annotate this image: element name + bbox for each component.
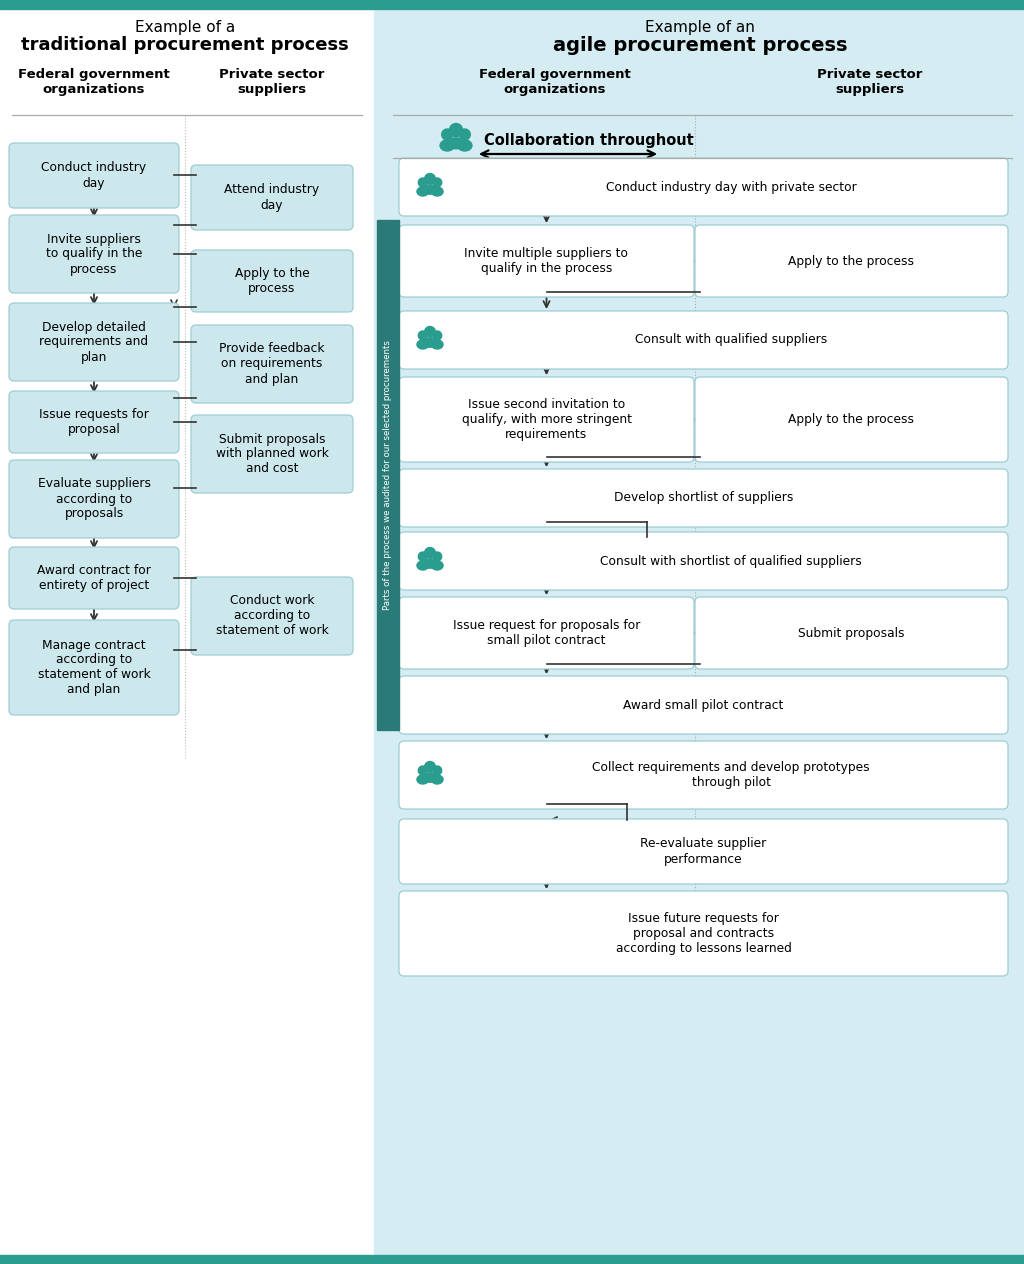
Ellipse shape bbox=[424, 774, 436, 782]
Circle shape bbox=[433, 766, 441, 775]
Ellipse shape bbox=[449, 138, 464, 149]
Circle shape bbox=[460, 129, 470, 140]
Ellipse shape bbox=[424, 339, 436, 348]
FancyBboxPatch shape bbox=[399, 469, 1008, 527]
FancyBboxPatch shape bbox=[9, 215, 179, 293]
FancyBboxPatch shape bbox=[9, 143, 179, 209]
FancyBboxPatch shape bbox=[399, 225, 694, 297]
Ellipse shape bbox=[424, 559, 436, 569]
Circle shape bbox=[441, 129, 453, 140]
Ellipse shape bbox=[431, 340, 443, 349]
Text: Award contract for
entirety of project: Award contract for entirety of project bbox=[37, 564, 151, 592]
Text: Conduct work
according to
statement of work: Conduct work according to statement of w… bbox=[216, 594, 329, 637]
Text: Issue requests for
proposal: Issue requests for proposal bbox=[39, 408, 148, 436]
Circle shape bbox=[425, 547, 435, 559]
FancyBboxPatch shape bbox=[191, 166, 353, 230]
Text: Issue request for proposals for
small pilot contract: Issue request for proposals for small pi… bbox=[453, 619, 640, 647]
FancyBboxPatch shape bbox=[695, 377, 1008, 463]
Text: Provide feedback
on requirements
and plan: Provide feedback on requirements and pla… bbox=[219, 343, 325, 386]
FancyBboxPatch shape bbox=[9, 621, 179, 715]
FancyBboxPatch shape bbox=[399, 819, 1008, 884]
Text: Conduct industry day with private sector: Conduct industry day with private sector bbox=[605, 181, 856, 193]
FancyBboxPatch shape bbox=[399, 676, 1008, 734]
Text: Evaluate suppliers
according to
proposals: Evaluate suppliers according to proposal… bbox=[38, 478, 151, 521]
Ellipse shape bbox=[431, 561, 443, 570]
Text: Example of an: Example of an bbox=[645, 20, 755, 35]
Ellipse shape bbox=[458, 140, 472, 150]
FancyBboxPatch shape bbox=[399, 158, 1008, 216]
Text: Develop detailed
requirements and
plan: Develop detailed requirements and plan bbox=[40, 321, 148, 364]
FancyBboxPatch shape bbox=[9, 547, 179, 609]
Text: Award small pilot contract: Award small pilot contract bbox=[624, 699, 783, 712]
FancyBboxPatch shape bbox=[399, 597, 694, 669]
Text: Issue second invitation to
qualify, with more stringent
requirements: Issue second invitation to qualify, with… bbox=[462, 398, 632, 441]
Text: Invite multiple suppliers to
qualify in the process: Invite multiple suppliers to qualify in … bbox=[465, 246, 629, 276]
Ellipse shape bbox=[417, 340, 429, 349]
Text: Private sector
suppliers: Private sector suppliers bbox=[219, 68, 325, 96]
Text: Consult with shortlist of qualified suppliers: Consult with shortlist of qualified supp… bbox=[600, 555, 862, 568]
Text: Apply to the process: Apply to the process bbox=[788, 254, 914, 268]
FancyBboxPatch shape bbox=[399, 891, 1008, 976]
FancyBboxPatch shape bbox=[399, 741, 1008, 809]
FancyBboxPatch shape bbox=[191, 250, 353, 312]
Bar bbox=[374, 9, 1024, 1255]
Circle shape bbox=[425, 326, 435, 337]
FancyBboxPatch shape bbox=[191, 325, 353, 403]
FancyBboxPatch shape bbox=[695, 597, 1008, 669]
FancyBboxPatch shape bbox=[399, 311, 1008, 369]
Text: Federal government
organizations: Federal government organizations bbox=[18, 68, 170, 96]
Ellipse shape bbox=[431, 187, 443, 196]
Circle shape bbox=[433, 331, 441, 340]
Text: Invite suppliers
to qualify in the
process: Invite suppliers to qualify in the proce… bbox=[46, 233, 142, 276]
Circle shape bbox=[418, 331, 427, 340]
Ellipse shape bbox=[417, 561, 429, 570]
FancyBboxPatch shape bbox=[9, 460, 179, 538]
Text: Conduct industry
day: Conduct industry day bbox=[41, 162, 146, 190]
Ellipse shape bbox=[417, 775, 429, 784]
Text: Parts of the process we audited for our selected procurements: Parts of the process we audited for our … bbox=[384, 340, 392, 611]
Text: Apply to the
process: Apply to the process bbox=[234, 267, 309, 295]
Circle shape bbox=[418, 766, 427, 775]
Circle shape bbox=[425, 173, 435, 185]
Text: Collaboration throughout: Collaboration throughout bbox=[484, 133, 693, 148]
Ellipse shape bbox=[417, 187, 429, 196]
FancyBboxPatch shape bbox=[9, 391, 179, 453]
Text: Submit proposals: Submit proposals bbox=[799, 627, 905, 640]
FancyBboxPatch shape bbox=[191, 415, 353, 493]
Text: traditional procurement process: traditional procurement process bbox=[22, 35, 349, 54]
Circle shape bbox=[433, 552, 441, 561]
FancyBboxPatch shape bbox=[191, 576, 353, 655]
Text: Example of a: Example of a bbox=[135, 20, 236, 35]
Text: Collect requirements and develop prototypes
through pilot: Collect requirements and develop prototy… bbox=[592, 761, 869, 789]
Text: Manage contract
according to
statement of work
and plan: Manage contract according to statement o… bbox=[38, 638, 151, 696]
Text: Consult with qualified suppliers: Consult with qualified suppliers bbox=[635, 334, 827, 346]
Circle shape bbox=[425, 761, 435, 772]
FancyBboxPatch shape bbox=[9, 303, 179, 380]
Circle shape bbox=[418, 178, 427, 187]
Ellipse shape bbox=[440, 140, 455, 150]
Circle shape bbox=[433, 178, 441, 187]
Text: Private sector
suppliers: Private sector suppliers bbox=[817, 68, 923, 96]
Text: Federal government
organizations: Federal government organizations bbox=[479, 68, 631, 96]
Text: Develop shortlist of suppliers: Develop shortlist of suppliers bbox=[613, 492, 794, 504]
Text: agile procurement process: agile procurement process bbox=[553, 35, 847, 56]
FancyBboxPatch shape bbox=[399, 377, 694, 463]
Text: Re-evaluate supplier
performance: Re-evaluate supplier performance bbox=[640, 838, 767, 866]
Text: Apply to the process: Apply to the process bbox=[788, 413, 914, 426]
Ellipse shape bbox=[424, 186, 436, 195]
Text: Submit proposals
with planned work
and cost: Submit proposals with planned work and c… bbox=[216, 432, 329, 475]
FancyBboxPatch shape bbox=[695, 225, 1008, 297]
Text: Attend industry
day: Attend industry day bbox=[224, 183, 319, 211]
Bar bbox=[377, 220, 399, 731]
Ellipse shape bbox=[431, 775, 443, 784]
FancyBboxPatch shape bbox=[399, 532, 1008, 590]
Text: Issue future requests for
proposal and contracts
according to lessons learned: Issue future requests for proposal and c… bbox=[615, 913, 792, 956]
Circle shape bbox=[418, 552, 427, 561]
Bar bbox=[0, 1255, 1024, 1264]
Bar bbox=[0, 0, 1024, 9]
Circle shape bbox=[450, 124, 463, 137]
